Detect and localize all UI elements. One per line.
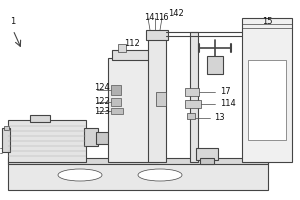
Bar bbox=[8, 158, 268, 164]
Bar bbox=[112, 50, 154, 60]
Bar bbox=[111, 108, 123, 114]
Text: 122: 122 bbox=[94, 97, 110, 106]
Text: 1: 1 bbox=[10, 18, 15, 26]
Bar bbox=[118, 44, 126, 52]
Ellipse shape bbox=[138, 169, 182, 181]
Bar bbox=[185, 100, 201, 108]
Text: 142: 142 bbox=[168, 9, 184, 19]
Bar bbox=[8, 120, 86, 162]
Bar bbox=[4, 126, 9, 130]
Bar bbox=[96, 132, 110, 144]
Text: 13: 13 bbox=[214, 114, 225, 122]
Bar bbox=[185, 88, 199, 96]
Bar bbox=[196, 148, 218, 160]
Bar bbox=[8, 162, 268, 190]
Bar bbox=[2, 128, 10, 152]
Text: 123: 123 bbox=[94, 106, 110, 116]
Text: 141: 141 bbox=[144, 12, 160, 21]
Bar bbox=[111, 98, 121, 106]
Bar bbox=[146, 30, 168, 40]
Bar bbox=[242, 18, 292, 162]
Bar bbox=[248, 60, 286, 140]
Text: 112: 112 bbox=[124, 38, 140, 47]
Bar bbox=[30, 115, 50, 122]
Bar bbox=[156, 92, 166, 106]
Bar bbox=[207, 56, 223, 74]
Text: 124: 124 bbox=[94, 82, 110, 92]
Text: 17: 17 bbox=[220, 86, 231, 96]
Bar bbox=[84, 128, 98, 146]
Bar bbox=[190, 32, 198, 162]
Text: 16: 16 bbox=[158, 12, 169, 21]
Bar bbox=[111, 85, 121, 95]
Bar bbox=[200, 158, 214, 164]
Bar bbox=[187, 113, 195, 119]
Text: 114: 114 bbox=[220, 98, 236, 108]
Bar bbox=[108, 58, 158, 162]
Text: 15: 15 bbox=[262, 18, 272, 26]
Bar bbox=[148, 38, 166, 162]
Ellipse shape bbox=[58, 169, 102, 181]
